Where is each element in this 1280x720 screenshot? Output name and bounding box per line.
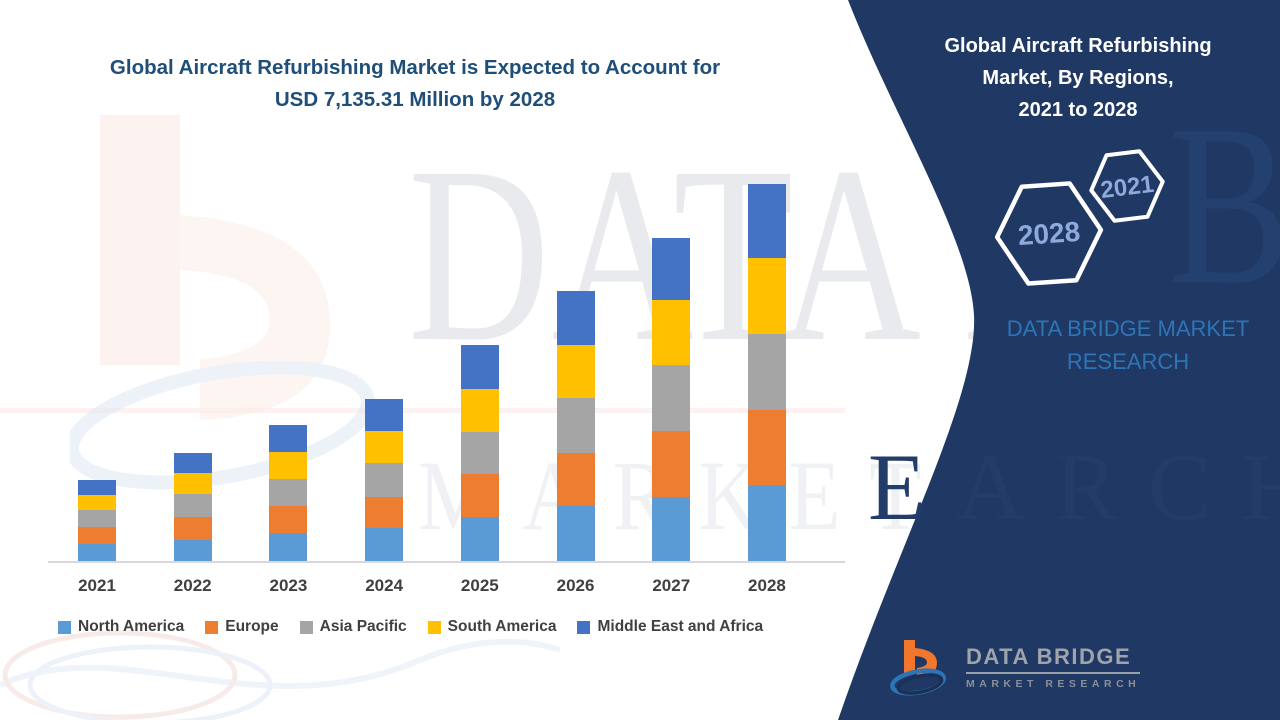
plot-area — [50, 170, 845, 561]
bar-segment-2028-south-america — [748, 257, 786, 334]
bar-segment-2027-south-america — [652, 300, 691, 365]
legend-swatch — [58, 620, 71, 634]
legend-item-north-america: North America — [58, 618, 184, 636]
x-axis-label-2024: 2024 — [365, 576, 404, 595]
bar-segment-2027-europe — [652, 431, 691, 497]
chart-title-line2: USD 7,135.31 Million by 2028 — [274, 88, 556, 111]
bar-segment-2028-asia-pacific — [748, 333, 786, 410]
legend-label: North America — [78, 618, 185, 635]
x-axis-label-2022: 2022 — [173, 576, 212, 595]
x-axis-label-2025: 2025 — [460, 576, 499, 595]
bar-segment-2025-north-america — [460, 516, 499, 561]
databridge-logo-icon — [890, 640, 946, 696]
bar-segment-2023-north-america — [269, 533, 308, 561]
bar-segment-2021-europe — [78, 527, 116, 545]
x-axis-label-2023: 2023 — [269, 576, 308, 595]
bar-segment-2024-middle-east-and-africa — [365, 398, 404, 431]
bar-segment-2027-asia-pacific — [652, 364, 691, 432]
legend-item-europe: Europe — [205, 618, 279, 636]
bar-segment-2026-asia-pacific — [556, 397, 595, 453]
hexagon-2028: 2028 — [994, 181, 1104, 286]
bar-segment-2024-europe — [365, 496, 404, 528]
legend-swatch — [577, 620, 591, 634]
watermark-waves-icon — [0, 630, 560, 720]
bar-segment-2028-north-america — [748, 484, 786, 561]
panel-title-line1: Global Aircraft Refurbishing — [944, 35, 1212, 57]
legend-label: Europe — [225, 618, 279, 635]
bar-segment-2022-europe — [173, 516, 212, 540]
bar-segment-2025-asia-pacific — [460, 432, 499, 474]
bar-segment-2023-south-america — [269, 452, 308, 480]
panel-background-shape — [838, 0, 1280, 720]
hexagon-2028-label: 2028 — [1017, 216, 1081, 251]
x-axis-label-2028: 2028 — [748, 576, 786, 595]
bar-segment-2022-north-america — [173, 539, 212, 561]
bar-segment-2025-europe — [460, 473, 499, 517]
legend-label: Middle East and Africa — [597, 618, 764, 635]
bar-segment-2023-asia-pacific — [269, 479, 308, 506]
bar-segment-2021-south-america — [78, 495, 116, 511]
legend-swatch — [427, 620, 441, 634]
bar-segment-2022-asia-pacific — [173, 494, 212, 517]
bar-segment-2026-north-america — [556, 505, 595, 561]
bar-segment-2026-middle-east-and-africa — [556, 291, 595, 346]
right-panel: B EARCH Global Aircraft Refurbishing Mar… — [838, 0, 1280, 720]
company-logo: DATA BRIDGE MARKET RESEARCH — [890, 636, 1141, 698]
bar-segment-2024-south-america — [365, 430, 404, 464]
bar-segment-2021-asia-pacific — [78, 510, 116, 527]
bar-segment-2025-south-america — [460, 388, 499, 433]
legend-swatch — [299, 620, 313, 634]
bar-segment-2023-europe — [269, 505, 308, 534]
x-axis-line — [48, 561, 845, 563]
legend-swatch — [205, 620, 219, 634]
panel-watermark-letters: EARCH — [868, 434, 1280, 540]
panel-watermark-letter: B — [1168, 77, 1280, 332]
logo-tagline: MARKET RESEARCH — [966, 678, 1141, 690]
panel-title: Global Aircraft Refurbishing Market, By … — [918, 30, 1238, 126]
x-axis-label-2026: 2026 — [556, 576, 595, 595]
bar-segment-2022-south-america — [173, 473, 212, 495]
hexagon-2021-label: 2021 — [1099, 171, 1155, 204]
bar-segment-2028-middle-east-and-africa — [748, 184, 786, 258]
bar-segment-2021-middle-east-and-africa — [78, 479, 116, 496]
legend-label: Asia Pacific — [319, 618, 407, 635]
bar-segment-2026-south-america — [556, 345, 595, 398]
bar-segment-2028-europe — [748, 409, 786, 485]
logo-name: DATA BRIDGE — [966, 644, 1141, 674]
bar-segment-2024-asia-pacific — [365, 463, 404, 497]
panel-title-line3: 2021 to 2028 — [1018, 99, 1138, 121]
legend-item-asia-pacific: Asia Pacific — [299, 618, 407, 636]
legend: North America Europe Asia Pacific South Ame… — [58, 618, 858, 636]
bar-segment-2023-middle-east-and-africa — [269, 424, 308, 453]
chart-title: Global Aircraft Refurbishing Market is E… — [20, 52, 810, 116]
legend-item-middle-east-and-africa: Middle East and Africa — [577, 618, 763, 636]
bar-segment-2021-north-america — [78, 544, 116, 561]
bar-segment-2027-north-america — [652, 496, 691, 561]
chart-title-line1: Global Aircraft Refurbishing Market is E… — [109, 56, 721, 79]
panel-subtitle: DATA BRIDGE MARKET RESEARCH — [1006, 316, 1250, 374]
hexagon-badges: 2028 2021 — [994, 149, 1165, 286]
bar-segment-2026-europe — [556, 453, 595, 506]
legend-label: South America — [447, 618, 557, 635]
x-axis-labels: 2021 2022 2023 2024 2025 2026 2027 2028 — [50, 576, 845, 600]
bar-segment-2027-middle-east-and-africa — [652, 238, 691, 301]
x-axis-label-2027: 2027 — [652, 576, 691, 595]
bar-segment-2024-north-america — [365, 527, 404, 561]
bar-segment-2022-middle-east-and-africa — [173, 453, 212, 474]
hexagon-2021: 2021 — [1089, 149, 1165, 223]
panel-title-line2: Market, By Regions, — [982, 67, 1174, 89]
x-axis-label-2021: 2021 — [78, 576, 116, 595]
legend-item-south-america: South America — [427, 618, 557, 636]
bar-segment-2025-middle-east-and-africa — [460, 345, 499, 389]
